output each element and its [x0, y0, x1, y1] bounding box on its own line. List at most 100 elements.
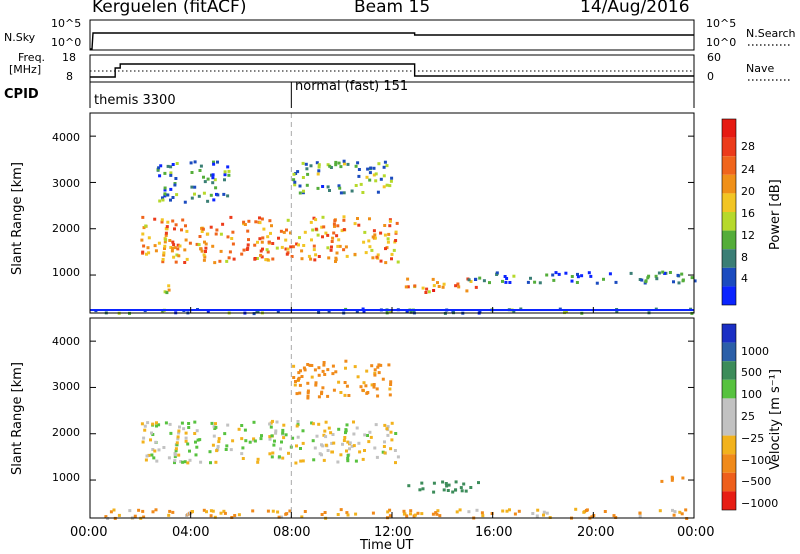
velocity-cell: [294, 461, 298, 465]
velocity-cell: [244, 439, 248, 443]
power-cb-tick-4: 4: [741, 272, 748, 285]
velocity-cell: [191, 510, 194, 513]
velocity-cell: [226, 423, 230, 427]
power-cell: [334, 260, 337, 263]
freq-label: Freq.: [18, 51, 46, 64]
velocity-cell: [212, 425, 216, 429]
velocity-cell: [150, 431, 153, 435]
velocity-cell: [373, 446, 377, 450]
power-cell: [169, 165, 173, 169]
power-cell: [169, 246, 173, 249]
power-cell: [166, 193, 170, 197]
power-cell: [368, 178, 372, 182]
power-cell: [161, 198, 165, 202]
power-cell: [212, 198, 216, 202]
velocity-cell: [435, 512, 439, 516]
power-cell: [353, 222, 357, 226]
velocity-colorbar-swatch: [722, 472, 736, 492]
velocity-cell: [187, 422, 191, 425]
power-cell: [457, 285, 461, 289]
velocity-cb-tick-1000: 1000: [741, 345, 769, 358]
velocity-cell: [144, 458, 148, 462]
power-cell: [317, 310, 321, 314]
power-cell: [640, 278, 644, 282]
power-cell: [367, 239, 371, 243]
velocity-cell: [375, 455, 379, 459]
power-cell: [557, 272, 561, 276]
velocity-cell: [215, 449, 219, 453]
power-cell: [300, 249, 304, 253]
velocity-cell: [268, 437, 272, 441]
power-cb-tick-16: 16: [741, 207, 755, 220]
velocity-cell: [363, 433, 367, 437]
velocity-cell: [194, 440, 197, 444]
power-colorbar-swatch: [722, 193, 736, 213]
velocity-cell: [303, 368, 307, 372]
power-cell: [333, 224, 336, 228]
velocity-cell: [574, 507, 578, 511]
power-cell: [260, 217, 264, 221]
power-cell: [291, 245, 295, 249]
power-cell: [261, 236, 265, 240]
power-cell: [425, 287, 429, 291]
power-cell: [285, 252, 289, 256]
power-cell: [163, 247, 166, 250]
power-cell: [672, 280, 675, 284]
power-colorbar-swatch: [722, 230, 736, 250]
power-cell: [629, 271, 633, 275]
velocity-cell: [368, 430, 372, 434]
power-cell: [193, 192, 196, 196]
velocity-cell: [323, 511, 327, 514]
power-cell: [223, 173, 227, 177]
velocity-cell: [324, 443, 328, 447]
velocity-cell: [282, 423, 286, 427]
velocity-cell: [117, 513, 121, 517]
velocity-colorbar-swatch: [722, 435, 736, 455]
power-cell: [267, 240, 271, 244]
power-cell: [269, 231, 272, 235]
velocity-cell: [342, 439, 346, 442]
power-cell: [638, 278, 642, 281]
power-cell: [296, 170, 300, 174]
velocity-cell: [276, 510, 280, 514]
power-cell: [240, 252, 244, 256]
power-colorbar-swatch: [722, 119, 736, 138]
velocity-cell: [306, 396, 310, 400]
velocity-cell: [376, 365, 380, 369]
velocity-cell: [369, 435, 373, 439]
velocity-cell: [277, 515, 281, 519]
power-cell: [312, 248, 316, 252]
power-cell: [336, 224, 340, 228]
velocity-cell: [175, 441, 179, 445]
power-cell: [677, 281, 681, 285]
power-cell: [385, 183, 389, 187]
velocity-cell: [681, 476, 685, 480]
velocity-cell: [531, 512, 535, 515]
power-cell: [330, 245, 333, 249]
velocity-cell: [374, 423, 378, 427]
power-cell: [247, 238, 250, 242]
power-cell: [382, 165, 386, 169]
velocity-cell: [154, 508, 158, 512]
power-cell: [372, 173, 376, 177]
power-cell: [157, 166, 161, 170]
power-cell: [576, 275, 580, 279]
power-cell: [324, 231, 328, 235]
power-cell: [160, 218, 164, 222]
velocity-cell: [390, 438, 394, 442]
power-cell: [382, 185, 386, 189]
power-cell: [190, 171, 194, 174]
power-cell: [676, 273, 680, 277]
velocity-cell: [310, 364, 314, 367]
velocity-cell: [164, 421, 168, 425]
velocity-cell: [184, 436, 188, 440]
velocity-cell: [344, 359, 348, 363]
power-cell: [317, 169, 321, 173]
power-cell: [290, 255, 294, 258]
velocity-cell: [454, 480, 458, 484]
power-cell: [454, 284, 458, 288]
velocity-cell: [458, 508, 462, 512]
velocity-panel-bg: [90, 318, 694, 518]
power-cell: [339, 165, 343, 169]
velocity-cell: [361, 457, 365, 461]
